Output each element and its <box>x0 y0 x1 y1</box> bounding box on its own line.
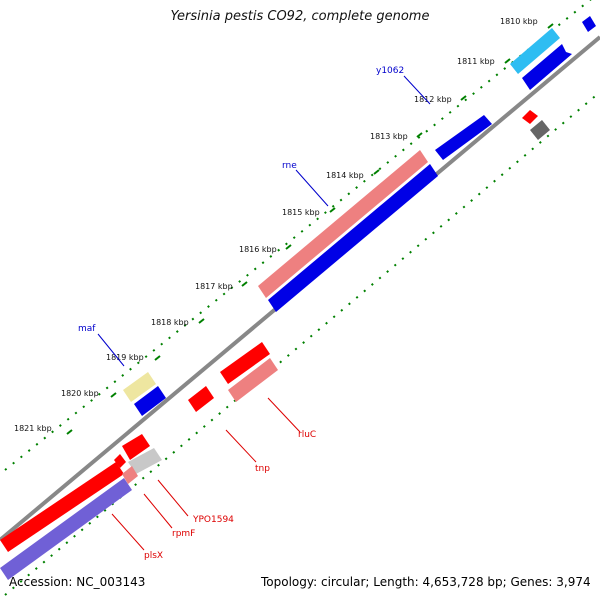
label-leader-lines <box>97 75 431 551</box>
gene-reverse-pink-small[interactable] <box>122 466 138 484</box>
gene-forward-cds-0[interactable] <box>582 16 596 32</box>
gene-reverse-cds-3[interactable] <box>114 454 126 468</box>
gene-reverse-cds-1[interactable] <box>522 110 538 124</box>
tick-label-1816: 1816 kbp <box>239 245 277 254</box>
gene-tnp[interactable] <box>188 386 214 412</box>
accession-footer: Accession: NC_003143 <box>9 575 146 589</box>
tick-label-1812: 1812 kbp <box>414 95 452 104</box>
gene-forward-cds-2[interactable] <box>435 115 492 160</box>
gene-label-rpmF: rpmF <box>172 529 195 539</box>
gene-forward-cds-4[interactable] <box>134 386 166 416</box>
tick-label-1821: 1821 kbp <box>14 424 52 433</box>
gene-rluC[interactable] <box>228 358 278 402</box>
gene-label-rluC: rluC <box>298 430 316 440</box>
tick-label-1820: 1820 kbp <box>61 389 99 398</box>
tick-label-group: 1810 kbp 1811 kbp 1812 kbp 1813 kbp 1814… <box>14 17 538 433</box>
gene-maf[interactable] <box>123 372 156 402</box>
gene-YPO1594[interactable] <box>122 434 150 460</box>
tick-label-1819: 1819 kbp <box>106 353 144 362</box>
gene-reverse-gray-1[interactable] <box>530 120 550 140</box>
tick-label-1817: 1817 kbp <box>195 282 233 291</box>
tick-label-1814: 1814 kbp <box>326 171 364 180</box>
forward-strand-features <box>123 16 596 416</box>
tick-label-1810: 1810 kbp <box>500 17 538 26</box>
tick-label-1818: 1818 kbp <box>151 318 189 327</box>
outer-guide-line-top <box>4 0 592 471</box>
gene-label-plsX: plsX <box>144 551 163 561</box>
gene-rpmF[interactable] <box>128 448 162 474</box>
gene-plsX[interactable] <box>0 478 132 580</box>
gene-forward-cds-1[interactable] <box>522 44 572 90</box>
gene-label-maf: maf <box>78 324 96 334</box>
gene-label-YPO1594: YPO1594 <box>192 515 234 525</box>
gene-label-y1062: y1062 <box>376 66 404 76</box>
genome-summary-footer: Topology: circular; Length: 4,653,728 bp… <box>261 575 591 589</box>
outer-guide-line-bottom <box>4 91 600 596</box>
genome-title: Yersinia pestis CO92, complete genome <box>170 9 430 24</box>
tick-label-1813: 1813 kbp <box>370 132 408 141</box>
gene-label-tnp: tnp <box>255 464 270 474</box>
gene-forward-cds-3[interactable] <box>268 164 438 312</box>
tick-label-1815: 1815 kbp <box>282 208 320 217</box>
gene-reverse-cds-2[interactable] <box>220 342 270 384</box>
gene-y1062-light[interactable] <box>510 28 560 74</box>
gene-label-rne: rne <box>282 161 297 171</box>
tick-label-1811: 1811 kbp <box>457 57 495 66</box>
gene-reverse-cds-4[interactable] <box>0 462 124 552</box>
tick-marks <box>66 23 554 435</box>
reverse-strand-features <box>0 110 550 580</box>
gene-rne[interactable] <box>258 150 428 298</box>
